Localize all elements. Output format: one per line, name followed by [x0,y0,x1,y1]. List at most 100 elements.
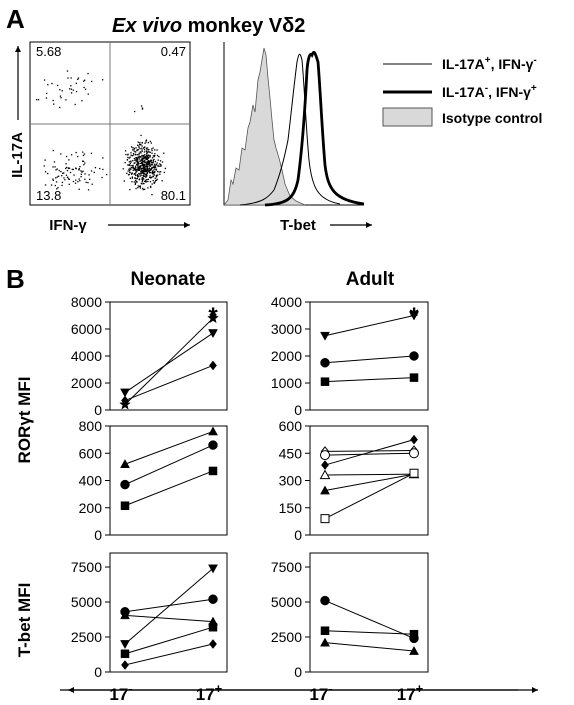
y-tick-label: 800 [79,418,103,434]
scatter-event [77,155,79,158]
y-tick-label: 3000 [271,321,302,337]
scatter-event [138,169,140,171]
scatter-event [139,160,141,162]
scatter-event [57,84,59,87]
scatter-event [146,165,148,168]
scatter-event [149,162,151,164]
scatter-event [106,173,108,176]
scatter-event [58,175,60,177]
scatter-event [144,175,146,177]
scatter-event [145,147,148,149]
scatter-event [135,166,137,169]
scatter-event [73,174,75,176]
y-tick-label: 7500 [71,559,102,575]
series-line [324,377,415,383]
scatter-event [151,183,153,185]
scatter-event [152,180,154,182]
scatter-event [136,170,138,172]
scatter-event [43,79,46,81]
y-tick-label: 4000 [71,348,102,364]
data-point-triangle-down [320,331,330,341]
scatter-event [153,158,155,161]
scatter-event [72,89,74,91]
data-point-circle [409,351,419,361]
scatter-event [136,168,138,170]
scatter-event [139,156,141,159]
series-line [124,332,214,393]
scatter-event [159,165,161,167]
scatter-event [146,169,149,171]
scatter-event [151,166,153,169]
scatter-event [142,159,144,161]
scatter-event [146,147,149,149]
data-point-diamond [410,434,418,445]
scatter-event [56,168,58,170]
scatter-event [138,185,140,188]
scatter-event [78,169,80,171]
scatter-event [146,161,148,163]
scatter-event [50,184,53,186]
scatter-event [131,172,133,174]
scatter-event [147,171,149,173]
scatter-event [149,140,151,143]
scatter-event [159,173,161,175]
legend-entry-3: Isotype control [442,110,542,126]
scatter-event [138,172,140,175]
scatter-event [155,169,157,171]
scatter-event [139,148,141,150]
scatter-event [143,182,145,185]
scatter-event [130,165,132,167]
scatter-event [78,168,80,170]
scatter-event [146,157,148,159]
scatter-event [143,149,146,151]
data-point-triangle-down [208,564,218,574]
scatter-event [90,152,93,154]
scatter-event [101,176,103,179]
scatter-event [83,80,85,82]
scatter-event [132,167,134,169]
scatter-event [141,157,143,159]
scatter-event [69,88,71,90]
scatter-event [158,156,160,158]
scatter-event [154,177,156,179]
scatter-event [83,153,86,155]
scatter-event [136,158,138,160]
series-line [124,568,214,645]
scatter-event [153,174,155,176]
scatter-event [122,168,124,170]
scatter-event [133,150,135,152]
scatter-event [139,166,141,168]
scatter-event [71,154,73,156]
data-point-circle [208,594,218,604]
quadrant-ur: 0.47 [161,44,186,59]
scatter-event [129,163,131,165]
scatter-event [141,155,144,157]
scatter-event [146,154,148,157]
data-point-triangle-down [120,388,130,398]
scatter-event [134,168,136,170]
series-line [324,450,415,452]
scatter-event [144,188,146,190]
scatter-event [146,163,148,165]
scatter-event [65,99,67,101]
scatter-event [36,99,38,101]
scatter-event [145,179,147,181]
scatter-event [132,153,135,155]
scatter-event [137,154,139,156]
scatter-event [136,157,138,159]
scatter-event [138,158,140,160]
scatter-event [80,173,82,175]
scatter-event [139,151,141,153]
scatter-event [159,163,161,165]
scatter-event [84,88,87,90]
scatter-event [154,153,156,155]
scatter-event [149,154,151,157]
y-tick-label: 7500 [271,559,302,575]
scatter-event [146,169,148,172]
y-tick-label: 450 [279,445,303,461]
data-point-triangle-up [120,610,130,620]
scatter-event [55,177,57,179]
scatter-event [138,146,140,149]
plot-adult-ror-high: 0 1000 2000 3000 4000 * [271,294,429,418]
scatter-event [133,169,135,171]
